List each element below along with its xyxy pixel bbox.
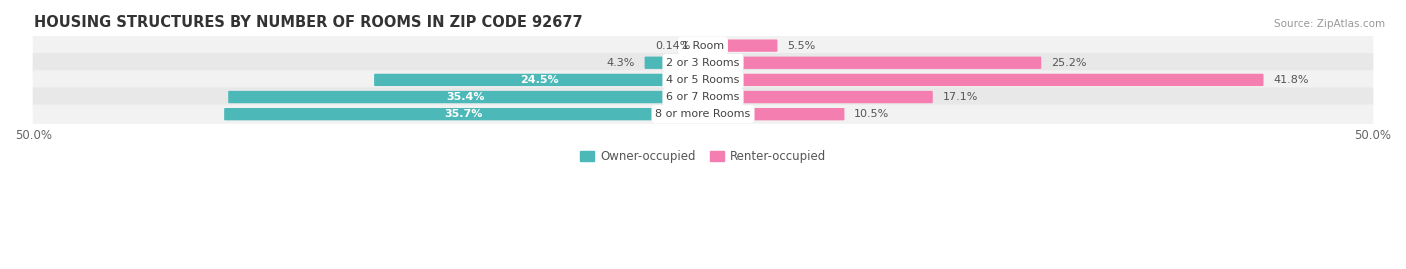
FancyBboxPatch shape <box>702 74 1264 86</box>
Text: 8 or more Rooms: 8 or more Rooms <box>655 109 751 119</box>
FancyBboxPatch shape <box>644 56 704 69</box>
FancyBboxPatch shape <box>32 70 1374 90</box>
FancyBboxPatch shape <box>228 91 704 103</box>
Text: 1 Room: 1 Room <box>682 41 724 51</box>
FancyBboxPatch shape <box>32 105 1374 124</box>
Text: 17.1%: 17.1% <box>942 92 979 102</box>
Text: 0.14%: 0.14% <box>655 41 690 51</box>
Text: 41.8%: 41.8% <box>1274 75 1309 85</box>
Text: 10.5%: 10.5% <box>855 109 890 119</box>
FancyBboxPatch shape <box>702 91 932 103</box>
Text: 25.2%: 25.2% <box>1052 58 1087 68</box>
Text: 2 or 3 Rooms: 2 or 3 Rooms <box>666 58 740 68</box>
FancyBboxPatch shape <box>224 108 704 120</box>
FancyBboxPatch shape <box>700 40 704 52</box>
FancyBboxPatch shape <box>374 74 704 86</box>
Text: 35.4%: 35.4% <box>447 92 485 102</box>
Text: 5.5%: 5.5% <box>787 41 815 51</box>
Text: 6 or 7 Rooms: 6 or 7 Rooms <box>666 92 740 102</box>
FancyBboxPatch shape <box>702 40 778 52</box>
FancyBboxPatch shape <box>702 56 1042 69</box>
FancyBboxPatch shape <box>702 108 845 120</box>
FancyBboxPatch shape <box>32 36 1374 55</box>
Text: 35.7%: 35.7% <box>444 109 484 119</box>
Text: Source: ZipAtlas.com: Source: ZipAtlas.com <box>1274 19 1385 29</box>
Legend: Owner-occupied, Renter-occupied: Owner-occupied, Renter-occupied <box>575 145 831 168</box>
Text: HOUSING STRUCTURES BY NUMBER OF ROOMS IN ZIP CODE 92677: HOUSING STRUCTURES BY NUMBER OF ROOMS IN… <box>34 15 582 30</box>
Text: 24.5%: 24.5% <box>520 75 558 85</box>
FancyBboxPatch shape <box>32 53 1374 72</box>
Text: 4.3%: 4.3% <box>606 58 634 68</box>
FancyBboxPatch shape <box>32 87 1374 107</box>
Text: 4 or 5 Rooms: 4 or 5 Rooms <box>666 75 740 85</box>
